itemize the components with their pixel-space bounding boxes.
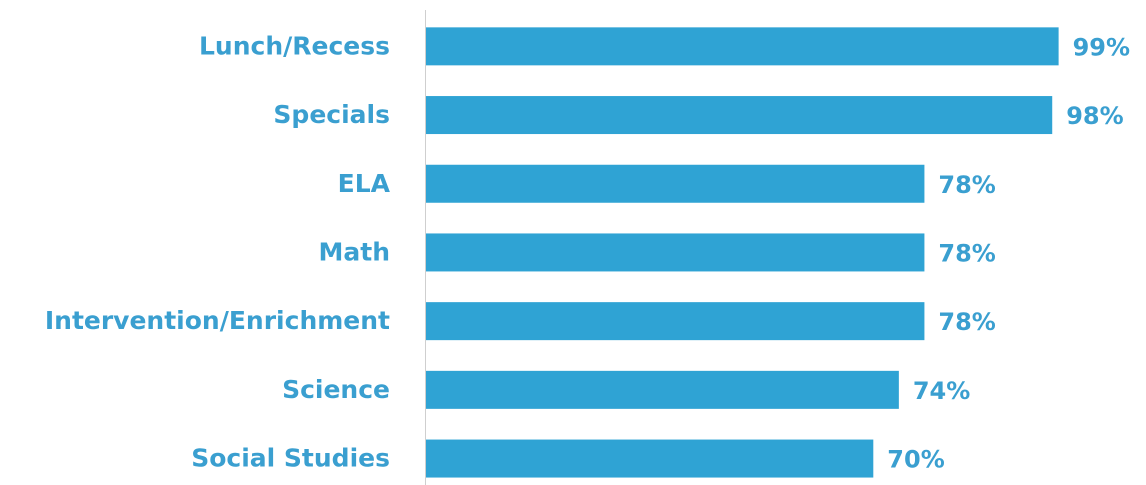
- category-label: Social Studies: [191, 444, 390, 473]
- value-label: 74%: [913, 377, 970, 405]
- bar: [426, 96, 1053, 135]
- category-label: Science: [282, 375, 390, 404]
- category-label: Intervention/Enrichment: [45, 306, 390, 335]
- category-label: Lunch/Recess: [199, 31, 390, 60]
- value-label: 98%: [1066, 102, 1123, 130]
- bar: [426, 439, 874, 478]
- value-label: 78%: [938, 308, 995, 336]
- value-label: 78%: [938, 171, 995, 199]
- bar: [426, 27, 1059, 66]
- bar: [426, 233, 925, 272]
- category-label: Math: [319, 237, 391, 266]
- bar: [426, 370, 899, 409]
- bar: [426, 302, 925, 341]
- value-label: 78%: [938, 239, 995, 267]
- value-label: 70%: [887, 446, 944, 474]
- category-label: Specials: [273, 100, 390, 129]
- category-label: ELA: [338, 169, 391, 198]
- value-label: 99%: [1073, 33, 1130, 61]
- bar: [426, 164, 925, 203]
